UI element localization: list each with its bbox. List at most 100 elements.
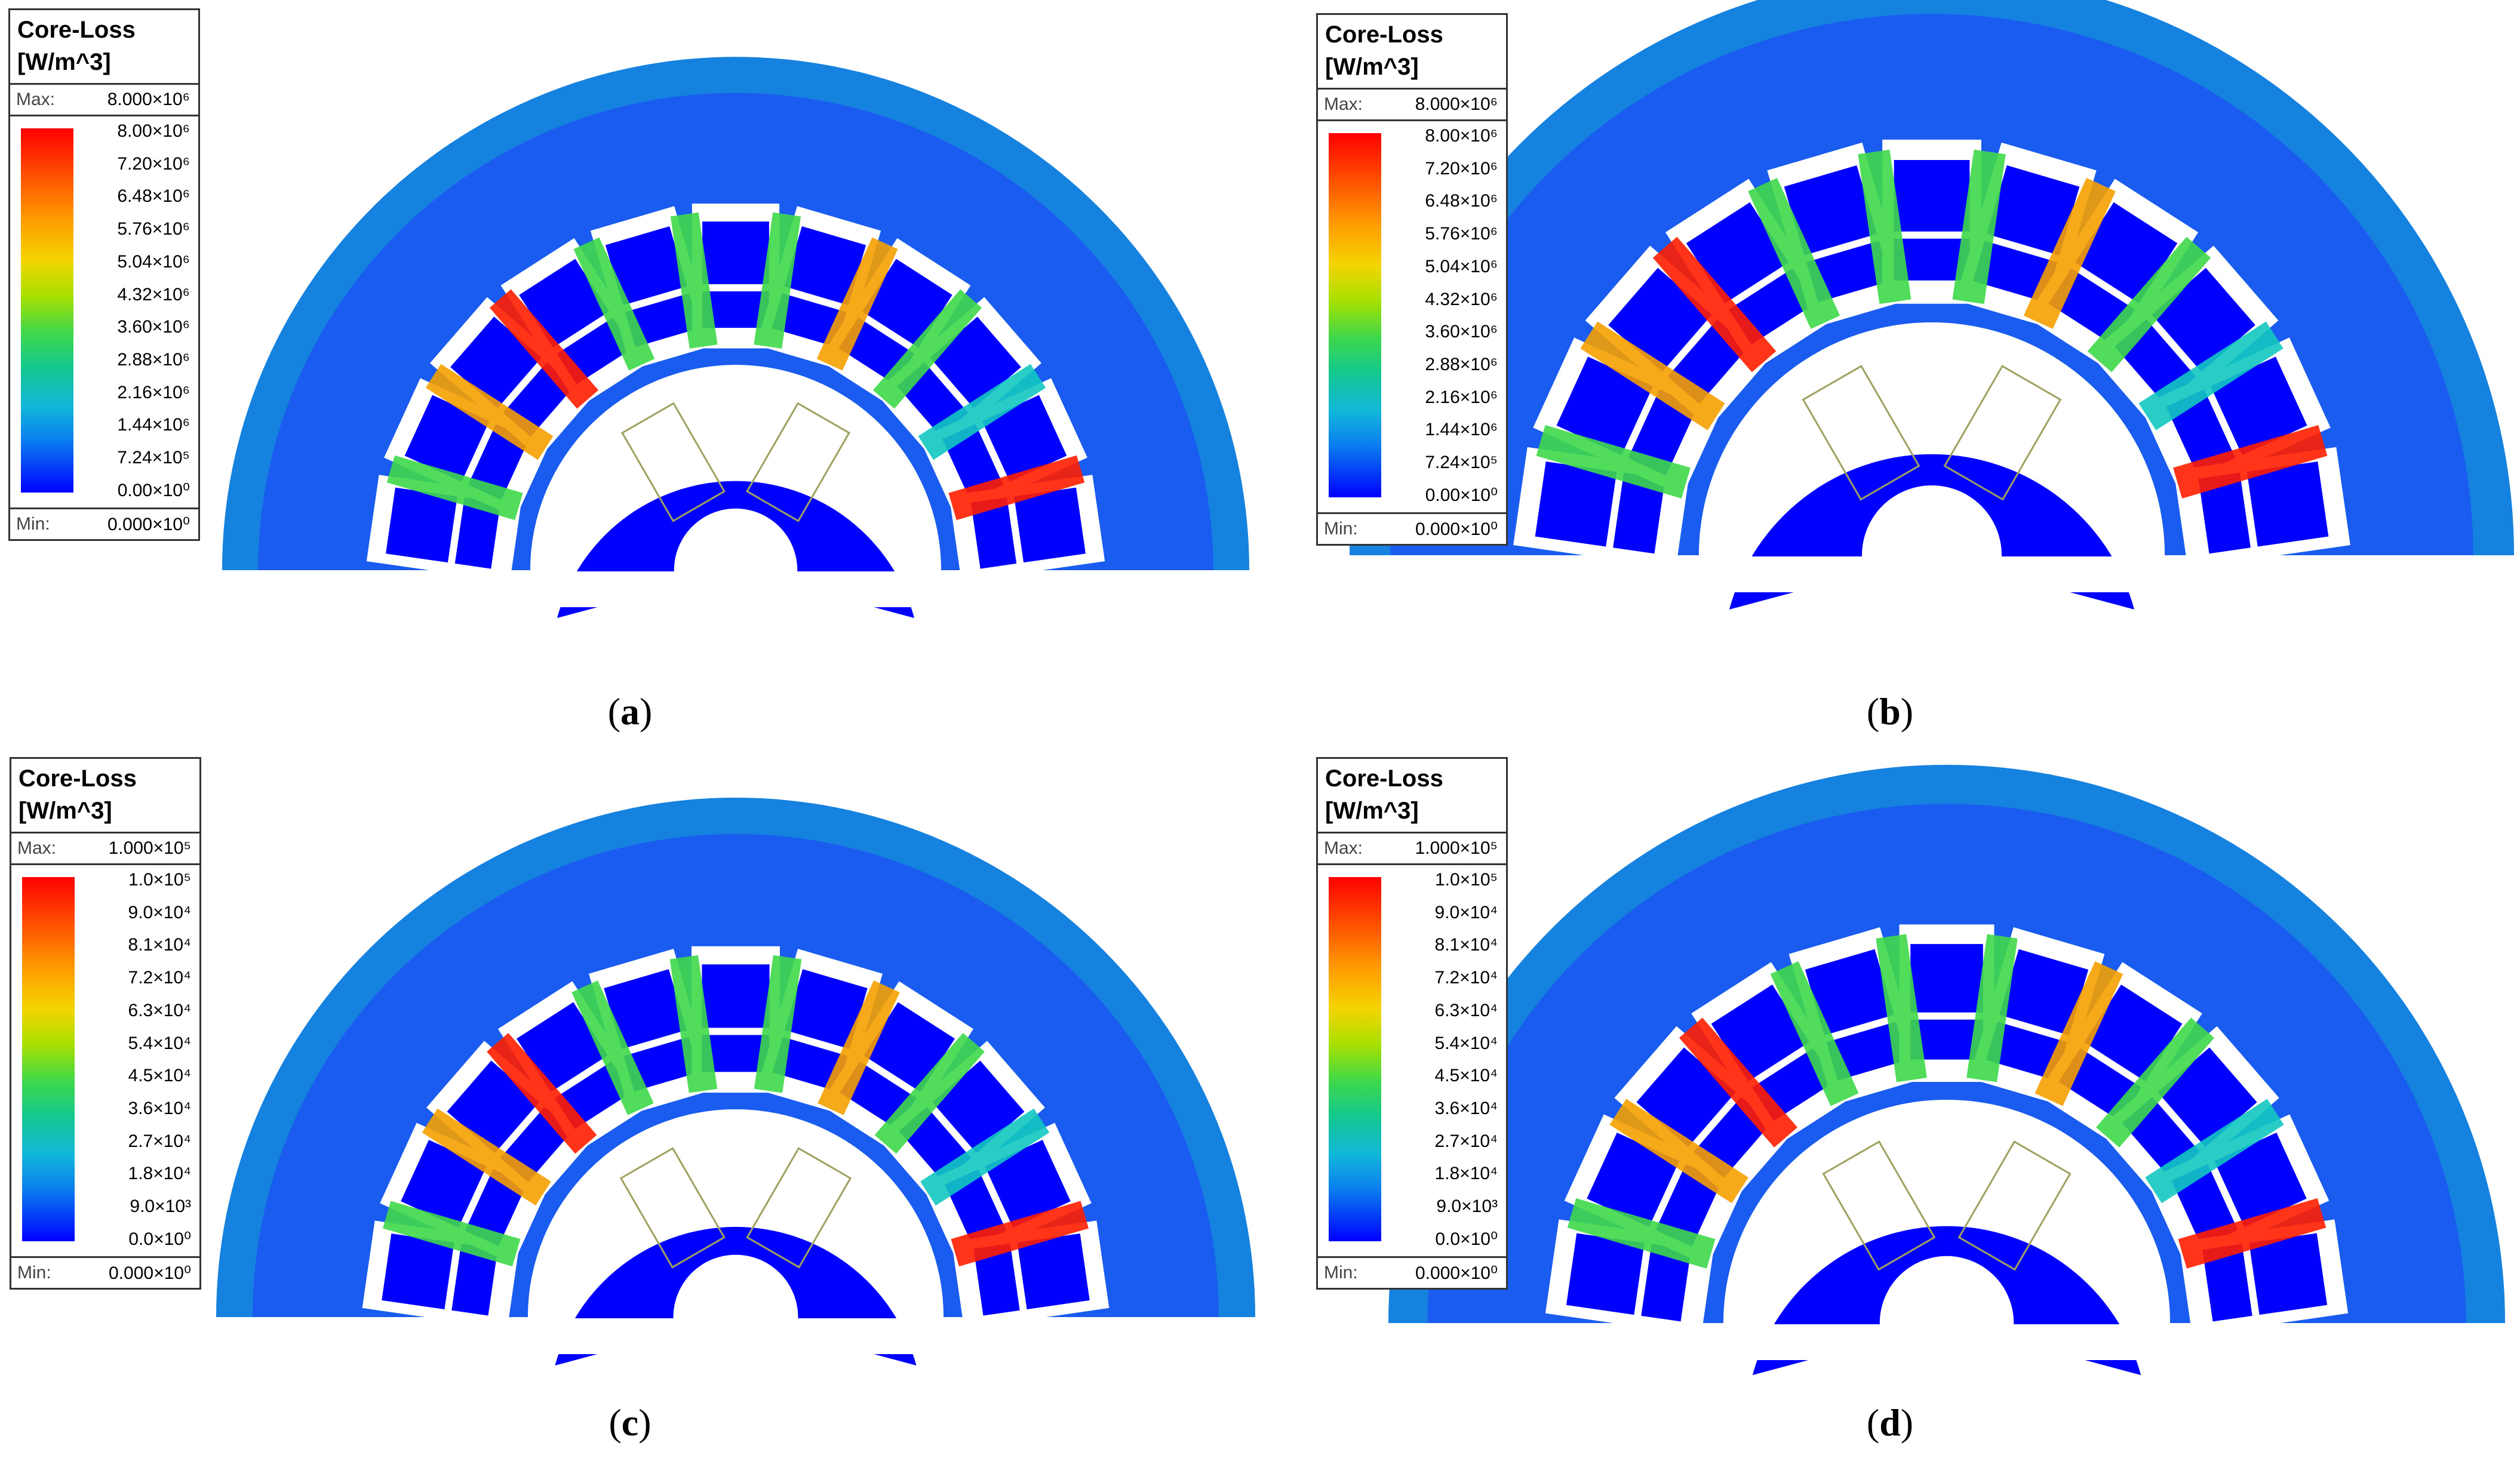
- stator-tooth: [1609, 1099, 1748, 1204]
- coil: [1535, 462, 1617, 547]
- legend: Core-Loss [W/m^3] Max: 8.000×10⁶ 8.00×10…: [1316, 13, 1508, 546]
- panel-d: Core-Loss [W/m^3] Max: 1.000×10⁵ 1.0×10⁵…: [1260, 729, 2520, 1458]
- coil: [382, 1233, 454, 1310]
- legend-scale: 8.00×10⁶ 7.20×10⁶ 6.48×10⁶ 5.76×10⁶ 5.04…: [1318, 121, 1506, 512]
- stator-tooth: [918, 364, 1046, 460]
- color-scale-bar: [21, 128, 73, 493]
- panel-c: Core-Loss [W/m^3] Max: 1.000×10⁵ 1.0×10⁵…: [0, 729, 1260, 1458]
- stator-tooth: [489, 289, 599, 409]
- legend-tick: 9.0×10⁴: [128, 902, 191, 922]
- stator-tooth: [386, 455, 523, 521]
- legend-min-value: 0.000×10⁰: [109, 1263, 191, 1283]
- coil: [2210, 356, 2307, 456]
- coil: [702, 1035, 770, 1072]
- caption-open: (: [1866, 690, 1880, 733]
- rotor-magnet: [619, 1147, 726, 1269]
- legend-tick: 8.1×10⁴: [1434, 935, 1498, 955]
- caption-close: ): [1900, 1401, 1914, 1444]
- coil: [401, 1140, 487, 1228]
- stator-tooth: [1679, 1017, 1798, 1148]
- legend-max-key: Max:: [17, 838, 57, 858]
- stator-tooth: [874, 1033, 985, 1154]
- motor-cross-section: [1260, 0, 2520, 625]
- air-gap: [1699, 322, 2165, 555]
- air-gap: [528, 1109, 944, 1317]
- caption-letter: b: [1879, 690, 1901, 733]
- legend-tick: 5.04×10⁶: [1425, 256, 1498, 276]
- shaft-hole: [1879, 1256, 2014, 1391]
- legend-ticks: 1.0×10⁵ 9.0×10⁴ 8.1×10⁴ 7.2×10⁴ 6.3×10⁴ …: [1396, 870, 1498, 1250]
- stator-tooth: [571, 980, 654, 1115]
- legend-tick: 4.32×10⁶: [1425, 289, 1498, 309]
- coil: [1805, 949, 1894, 1035]
- legend-tick: 3.60×10⁶: [117, 317, 190, 337]
- legend-tick: 2.7×10⁴: [128, 1131, 191, 1151]
- stator-tooth: [920, 1108, 1050, 1206]
- coil: [1017, 1233, 1090, 1310]
- legend-min-row: Min: 0.000×10⁰: [1318, 512, 1506, 544]
- legend-tick: 5.04×10⁶: [117, 251, 190, 272]
- legend-tick: 1.8×10⁴: [128, 1164, 191, 1184]
- legend-title-line1: Core-Loss: [17, 17, 136, 43]
- legend-max-key: Max:: [1324, 838, 1363, 858]
- legend-tick: 3.60×10⁶: [1425, 322, 1498, 342]
- legend-max-row: Max: 1.000×10⁵: [11, 833, 199, 865]
- caption-letter: a: [620, 690, 640, 733]
- legend-tick: 6.3×10⁴: [1434, 1000, 1498, 1020]
- legend-max-value: 1.000×10⁵: [1415, 838, 1498, 858]
- stator-tooth: [1652, 236, 1777, 373]
- panel-caption: (c): [0, 1401, 1260, 1445]
- stator-tooth: [1580, 321, 1725, 430]
- panel-b: Core-Loss [W/m^3] Max: 8.000×10⁶ 8.00×10…: [1260, 0, 2520, 733]
- stator-tooth: [1748, 178, 1840, 329]
- legend: Core-Loss [W/m^3] Max: 1.000×10⁵ 1.0×10⁵…: [1316, 757, 1508, 1290]
- coil: [982, 395, 1067, 482]
- stator-tooth: [1858, 149, 1911, 304]
- rotor-magnet: [620, 402, 726, 522]
- legend-ticks: 8.00×10⁶ 7.20×10⁶ 6.48×10⁶ 5.76×10⁶ 5.04…: [1396, 126, 1498, 506]
- caption-close: ): [1900, 690, 1914, 733]
- coil: [785, 969, 868, 1050]
- legend-ticks: 8.00×10⁶ 7.20×10⁶ 6.48×10⁶ 5.76×10⁶ 5.04…: [88, 121, 190, 501]
- legend-tick: 4.5×10⁴: [128, 1066, 191, 1086]
- legend-title-line2: [W/m^3]: [1325, 54, 1419, 80]
- coil: [2247, 462, 2329, 547]
- stator-tooth: [1567, 1198, 1716, 1269]
- stator-tooth: [2138, 321, 2284, 430]
- coil: [1894, 238, 1970, 281]
- stator-tooth: [2035, 961, 2123, 1106]
- coil: [1894, 159, 1970, 232]
- legend-max-row: Max: 1.000×10⁵: [1318, 833, 1506, 865]
- stator-tooth: [1876, 934, 1927, 1082]
- legend-tick: 0.00×10⁰: [1425, 485, 1498, 505]
- motor-cross-section: [1260, 765, 2520, 1391]
- legend-tick: 3.6×10⁴: [1434, 1099, 1498, 1119]
- legend-tick: 7.24×10⁵: [117, 448, 190, 468]
- legend-tick: 2.7×10⁴: [1434, 1131, 1498, 1151]
- stator-tooth: [948, 455, 1085, 521]
- legend-tick: 6.48×10⁶: [1425, 191, 1498, 211]
- legend-tick: 2.16×10⁶: [117, 382, 190, 402]
- legend-min-key: Min:: [17, 1263, 51, 1282]
- coil: [2214, 1132, 2307, 1228]
- stator-tooth: [872, 289, 982, 409]
- legend-min-value: 0.000×10⁰: [1415, 1263, 1498, 1283]
- legend-tick: 1.0×10⁵: [128, 870, 191, 890]
- legend-max-row: Max: 8.000×10⁶: [10, 85, 198, 116]
- legend-tick: 5.4×10⁴: [128, 1033, 191, 1053]
- coil: [1566, 1233, 1645, 1315]
- legend-tick: 6.48×10⁶: [117, 186, 190, 207]
- cut-plane: [1260, 1324, 2520, 1360]
- legend-tick: 0.00×10⁰: [117, 480, 190, 500]
- stator-tooth: [1952, 149, 2006, 304]
- stator-tooth: [2178, 1198, 2327, 1269]
- cut-plane: [0, 1318, 1260, 1354]
- legend-tick: 2.88×10⁶: [1425, 355, 1498, 375]
- legend-title-line2: [W/m^3]: [1325, 798, 1419, 824]
- coil: [605, 226, 687, 306]
- rotor-magnet: [1943, 365, 2062, 501]
- stator-tooth: [1536, 425, 1691, 499]
- stator-tooth: [1770, 961, 1859, 1106]
- legend-tick: 2.16×10⁶: [1425, 387, 1498, 407]
- legend-tick: 7.20×10⁶: [1425, 158, 1498, 179]
